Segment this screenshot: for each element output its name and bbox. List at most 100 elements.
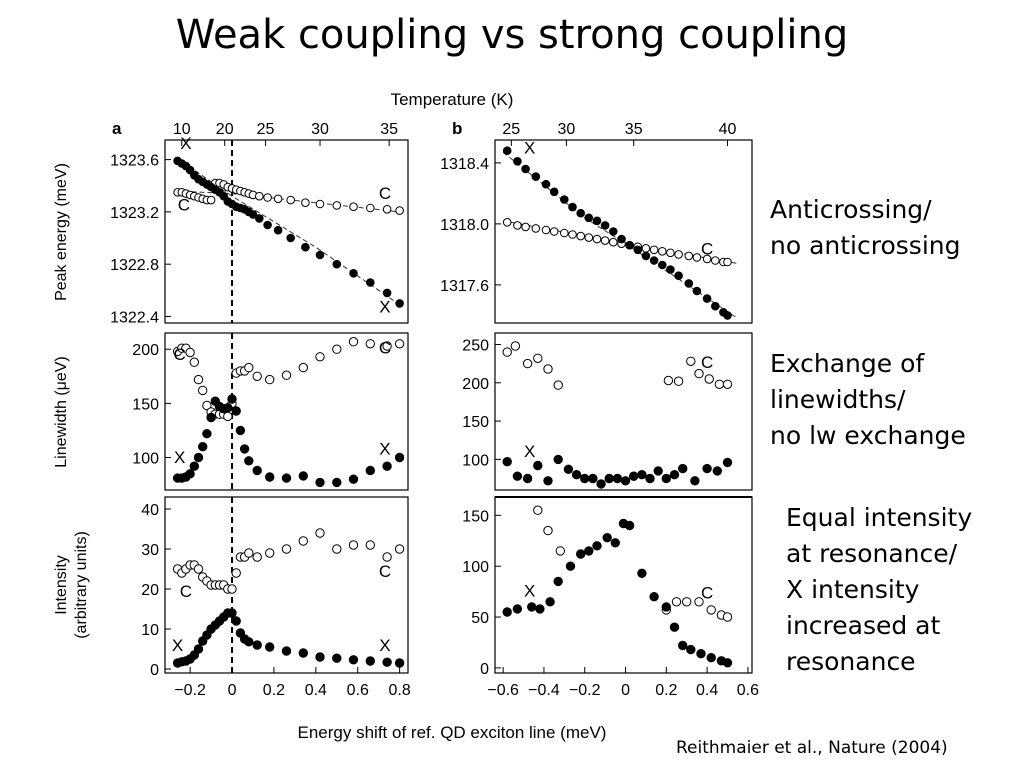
note-linewidth: Exchange of linewidths/no lw exchange <box>770 346 966 454</box>
exciton-point <box>624 520 635 531</box>
exciton-point <box>263 220 272 230</box>
exciton-point <box>610 538 620 548</box>
exciton-point <box>244 637 254 647</box>
exciton-point <box>565 561 576 571</box>
ytick-label: 150 <box>132 396 159 413</box>
cavity-point <box>298 362 308 373</box>
xtick-label: 0.2 <box>655 682 677 699</box>
panel-b-energy: 1317.6 1318.0 1318.4 X C 25 30 35 40 <box>440 121 753 324</box>
exciton-point <box>206 412 216 423</box>
xtick-label: 0 <box>621 682 630 699</box>
ylabel-intensity: Intensity <box>53 555 70 615</box>
ytick-label: 1323.6 <box>110 153 159 170</box>
cavity-point <box>513 221 522 230</box>
xtick-label: 0.8 <box>388 682 410 699</box>
cavity-point <box>674 250 683 259</box>
cavity-point <box>244 548 254 558</box>
cavity-point <box>254 191 264 201</box>
note-line: no anticrossing <box>770 231 961 260</box>
ytick-label: 50 <box>471 610 489 627</box>
cavity-point <box>301 198 310 207</box>
cavity-point <box>189 357 200 367</box>
exciton-point <box>625 240 634 250</box>
xtick-label: 0.2 <box>263 682 285 699</box>
cavity-point <box>560 228 569 238</box>
exciton-point <box>541 179 551 189</box>
cavity-point <box>366 203 375 213</box>
exciton-point <box>723 311 732 320</box>
series-label: C <box>180 582 192 601</box>
cavity-point <box>185 347 195 358</box>
exciton-point <box>348 474 359 484</box>
cavity-point <box>315 528 325 538</box>
exciton-point <box>252 465 262 476</box>
exciton-point <box>185 469 195 479</box>
cavity-point <box>711 256 720 265</box>
xtick-label: 0.4 <box>696 682 718 699</box>
series-label: X <box>524 139 535 158</box>
exciton-point <box>592 216 602 226</box>
exciton-point <box>600 221 610 230</box>
ytick-label: 10 <box>141 622 159 639</box>
series-label: X <box>524 582 535 601</box>
temperature-tick-label: 25 <box>257 121 275 138</box>
cavity-point <box>382 341 392 351</box>
ytick-label: 200 <box>132 342 159 359</box>
panel-frame <box>164 332 409 491</box>
cavity-point <box>510 341 521 351</box>
exciton-point <box>674 271 683 281</box>
exciton-point <box>382 288 392 298</box>
exciton-point <box>513 157 522 166</box>
note-line: Anticrossing/ <box>770 195 932 224</box>
exciton-point <box>521 164 530 174</box>
cavity-point <box>549 227 559 236</box>
cavity-point <box>531 224 541 233</box>
exciton-point <box>702 463 712 474</box>
note-line: resonance <box>786 647 916 676</box>
cavity-point <box>673 376 684 386</box>
panel-frame <box>494 332 753 491</box>
cavity-point <box>332 544 342 554</box>
exciton-point <box>189 461 200 471</box>
ytick-label: 1322.4 <box>110 309 159 326</box>
exciton-point <box>553 576 563 587</box>
exciton-point <box>265 642 275 652</box>
cavity-point <box>281 370 292 380</box>
exciton-point <box>394 658 405 668</box>
cavity-point <box>706 605 716 615</box>
temperature-tick-label: 35 <box>625 121 643 138</box>
cavity-point <box>244 362 254 373</box>
exciton-point <box>298 648 308 658</box>
slide-title: Weak coupling vs strong coupling <box>175 12 849 58</box>
cavity-point <box>714 379 725 389</box>
cavity-point <box>671 597 682 607</box>
exciton-point <box>604 473 614 484</box>
temperature-tick-label: 25 <box>502 121 520 138</box>
exciton-point <box>231 406 241 416</box>
exciton-point <box>645 473 655 484</box>
citation: Reithmaier et al., Nature (2004) <box>676 738 948 758</box>
cavity-point <box>315 199 325 209</box>
exciton-point <box>348 655 359 665</box>
cavity-point <box>521 222 530 232</box>
cavity-point <box>584 233 594 242</box>
exciton-point <box>711 301 720 311</box>
temperature-tick-label: 20 <box>216 121 234 138</box>
exciton-point <box>669 470 680 480</box>
panel-frame <box>494 139 753 324</box>
cavity-point <box>223 411 233 422</box>
exciton-point <box>265 472 275 482</box>
exciton-point <box>576 208 586 218</box>
cavity-point <box>663 375 674 386</box>
exciton-point <box>395 299 404 308</box>
exciton-point <box>637 470 647 480</box>
note-intensity: Equal intensity at resonance/X intensity i… <box>786 500 972 680</box>
cavity-point <box>502 218 512 227</box>
cavity-point <box>265 548 275 558</box>
exciton-point <box>202 429 212 439</box>
exciton-point <box>273 225 283 235</box>
ytick-label: 0 <box>480 661 489 678</box>
cavity-point <box>349 202 358 211</box>
series-label: C <box>701 353 713 372</box>
exciton-point <box>512 471 523 481</box>
